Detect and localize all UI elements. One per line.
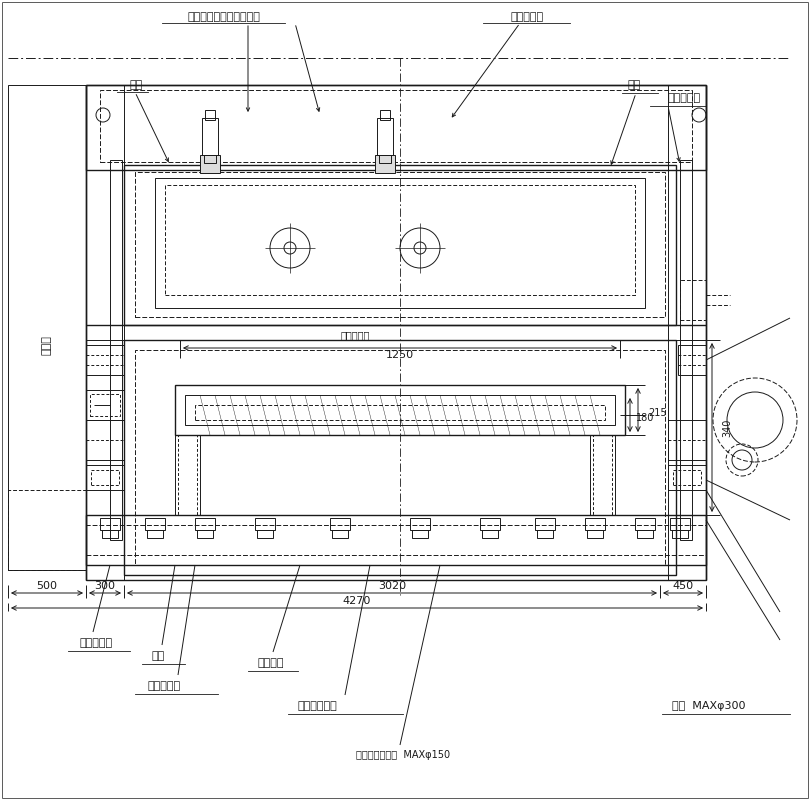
Bar <box>155 178 645 308</box>
Bar <box>678 345 706 375</box>
Text: 最大枚内寸: 最大枚内寸 <box>341 330 370 340</box>
Text: 4270: 4270 <box>343 596 371 606</box>
Bar <box>100 90 692 162</box>
Bar <box>680 280 706 320</box>
Bar <box>175 435 200 515</box>
Text: 3020: 3020 <box>378 581 406 591</box>
Bar <box>86 345 124 375</box>
Bar <box>185 395 615 425</box>
Bar <box>86 85 124 580</box>
Bar <box>165 185 635 295</box>
Text: 上ボックス落下防止装置: 上ボックス落下防止装置 <box>187 12 260 22</box>
Bar <box>593 435 612 515</box>
Bar <box>145 518 165 530</box>
Bar <box>377 118 393 155</box>
Text: 原反  MAXφ300: 原反 MAXφ300 <box>672 701 745 711</box>
Bar <box>86 465 124 490</box>
Bar <box>637 530 653 538</box>
Bar <box>412 530 428 538</box>
Bar <box>673 470 701 485</box>
Bar <box>135 172 665 317</box>
Bar <box>590 435 615 515</box>
Text: 180: 180 <box>636 413 654 423</box>
Bar <box>668 85 706 580</box>
Bar <box>86 85 706 580</box>
Bar <box>86 85 706 170</box>
Bar <box>86 420 124 460</box>
Bar <box>195 518 215 530</box>
Bar <box>91 470 119 485</box>
Bar <box>668 420 706 460</box>
Bar <box>537 530 553 538</box>
Bar <box>482 530 498 538</box>
Bar <box>202 118 218 155</box>
Text: 215: 215 <box>648 408 667 418</box>
Bar <box>8 490 86 570</box>
Bar <box>410 518 430 530</box>
Bar <box>135 350 665 565</box>
Text: 下枚: 下枚 <box>130 80 144 90</box>
Text: 制御盤: 制御盤 <box>42 335 52 355</box>
Text: 放射温度計: 放射温度計 <box>510 12 543 22</box>
Text: 基盤: 基盤 <box>152 651 165 661</box>
Text: テーブル: テーブル <box>258 658 285 668</box>
Bar <box>178 435 197 515</box>
Bar <box>110 160 122 540</box>
Bar <box>680 160 692 540</box>
Bar <box>86 390 124 420</box>
Bar <box>332 530 348 538</box>
Text: 450: 450 <box>672 581 693 591</box>
Bar <box>635 518 655 530</box>
Bar <box>90 394 120 416</box>
Text: 500: 500 <box>36 581 58 591</box>
Bar <box>535 518 555 530</box>
Bar <box>197 530 213 538</box>
Bar <box>102 530 118 538</box>
Bar <box>255 518 275 530</box>
Text: 300: 300 <box>95 581 115 591</box>
Bar <box>100 518 120 530</box>
Text: セパレータ巻取  MAXφ150: セパレータ巻取 MAXφ150 <box>356 750 450 760</box>
Bar <box>195 405 605 420</box>
Bar <box>86 525 706 555</box>
Bar <box>670 518 690 530</box>
Text: 温調ベース: 温調ベース <box>148 681 181 691</box>
Bar <box>587 530 603 538</box>
Bar <box>380 110 390 120</box>
Bar <box>124 165 676 325</box>
Bar <box>200 155 220 173</box>
Bar <box>124 340 676 575</box>
Text: 下ボックス: 下ボックス <box>80 638 113 648</box>
Bar <box>330 518 350 530</box>
Bar <box>668 465 706 490</box>
Bar <box>257 530 273 538</box>
Bar <box>480 518 500 530</box>
Text: 上ボックス: 上ボックス <box>668 93 702 103</box>
Bar <box>86 515 706 565</box>
Bar <box>672 530 688 538</box>
Bar <box>585 518 605 530</box>
Bar <box>379 155 391 163</box>
Text: 340: 340 <box>722 419 732 437</box>
Text: 上枚: 上枚 <box>628 80 642 90</box>
Bar <box>204 155 216 163</box>
Bar <box>175 385 625 435</box>
Bar <box>147 530 163 538</box>
Bar <box>8 85 86 570</box>
Text: 1250: 1250 <box>386 350 414 360</box>
Bar <box>375 155 395 173</box>
Text: 最大製品高さ: 最大製品高さ <box>298 701 337 711</box>
Bar <box>205 110 215 120</box>
